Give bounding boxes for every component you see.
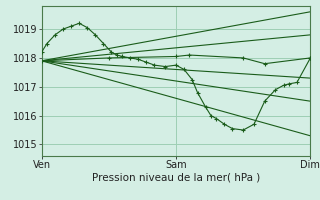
X-axis label: Pression niveau de la mer( hPa ): Pression niveau de la mer( hPa ) bbox=[92, 173, 260, 183]
